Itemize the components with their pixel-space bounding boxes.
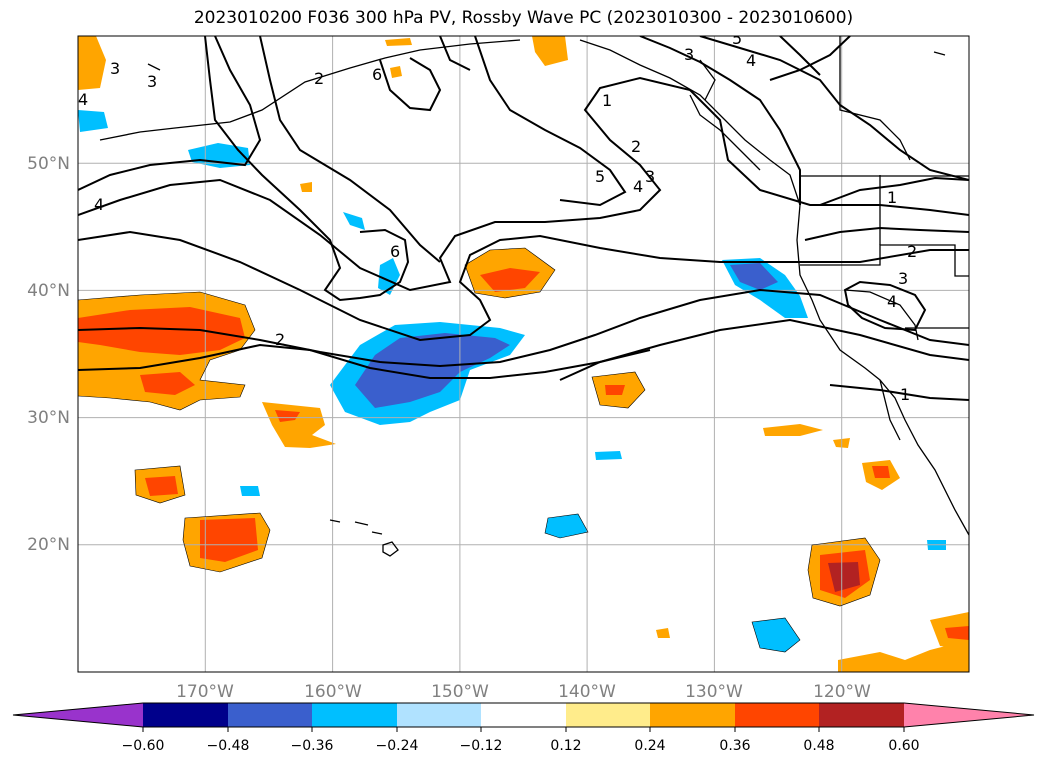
contour-label: 4 [78,90,88,109]
contour-label: 5 [732,29,742,48]
colorbar-tick-label: −0.48 [207,738,250,754]
colorbar-segment [735,703,819,727]
contour-label: 1 [900,385,910,404]
longitude-labels: 170°W 160°W 150°W 140°W 130°W 120°W [176,682,871,702]
contour-label: 4 [94,195,104,214]
contour-label: 3 [645,167,655,186]
contour-label: 3 [147,72,157,91]
contour-label: 1 [887,188,897,207]
contour-labels: 3 3 2 6 4 4 6 2 1 2 3 5 4 3 5 4 1 2 3 4 … [78,29,917,404]
lon-label: 150°W [431,682,489,702]
contour-label: 4 [746,51,756,70]
colorbar-tick-label: −0.24 [376,738,419,754]
contour-label: 2 [314,69,324,88]
colorbar: −0.60 −0.48 −0.36 −0.24 −0.12 0.12 0.24 … [12,702,1035,754]
lon-label: 160°W [304,682,362,702]
contour-label: 1 [602,91,612,110]
colorbar-segment [143,703,228,727]
lat-label: 20°N [27,535,70,555]
contour-label: 2 [275,330,285,349]
contour-label: 5 [595,167,605,186]
colorbar-segment [312,703,397,727]
lon-label: 140°W [558,682,616,702]
colorbar-segment [228,703,312,727]
contour-label: 6 [372,65,382,84]
colorbar-segment [819,703,904,727]
lat-label: 30°N [27,408,70,428]
lon-label: 120°W [813,682,871,702]
lon-label: 130°W [685,682,743,702]
lat-label: 40°N [27,281,70,301]
contour-label: 3 [684,45,694,64]
colorbar-tick-label: 0.12 [550,738,581,754]
colorbar-ticks [142,727,905,732]
colorbar-tick-labels: −0.60 −0.48 −0.36 −0.24 −0.12 0.12 0.24 … [122,738,920,754]
lon-label: 170°W [176,682,234,702]
graticule [78,36,969,672]
colorbar-tick-label: 0.36 [719,738,750,754]
contour-label: 2 [631,137,641,156]
positive-anomaly-shading [78,36,969,672]
colorbar-tick-label: 0.24 [634,738,665,754]
colorbar-tick-label: −0.12 [460,738,503,754]
contour-label: 2 [907,242,917,261]
contour-label: 6 [390,242,400,261]
coastlines [99,36,969,557]
colorbar-tick-label: 0.48 [803,738,834,754]
lat-label: 50°N [27,154,70,174]
map-title: 2023010200 F036 300 hPa PV, Rossby Wave … [193,8,854,28]
anomaly-outlines [78,247,881,653]
colorbar-segment [481,703,566,727]
colorbar-tick-label: −0.36 [291,738,334,754]
map-frame [77,35,970,673]
negative-anomaly-shading [78,110,946,652]
contour-label: 4 [887,292,897,311]
colorbar-segment [566,703,650,727]
latitude-labels: 50°N 40°N 30°N 20°N [27,154,70,555]
colorbar-tick-label: 0.60 [888,738,919,754]
colorbar-segment [397,703,481,727]
colorbar-extend-low [13,703,143,727]
colorbar-segment [650,703,735,727]
colorbar-extend-high [904,703,1034,727]
pv-contours [78,36,969,401]
contour-label: 3 [898,269,908,288]
colorbar-tick-label: −0.60 [122,738,165,754]
contour-label: 4 [633,177,643,196]
contour-label: 3 [110,59,120,78]
